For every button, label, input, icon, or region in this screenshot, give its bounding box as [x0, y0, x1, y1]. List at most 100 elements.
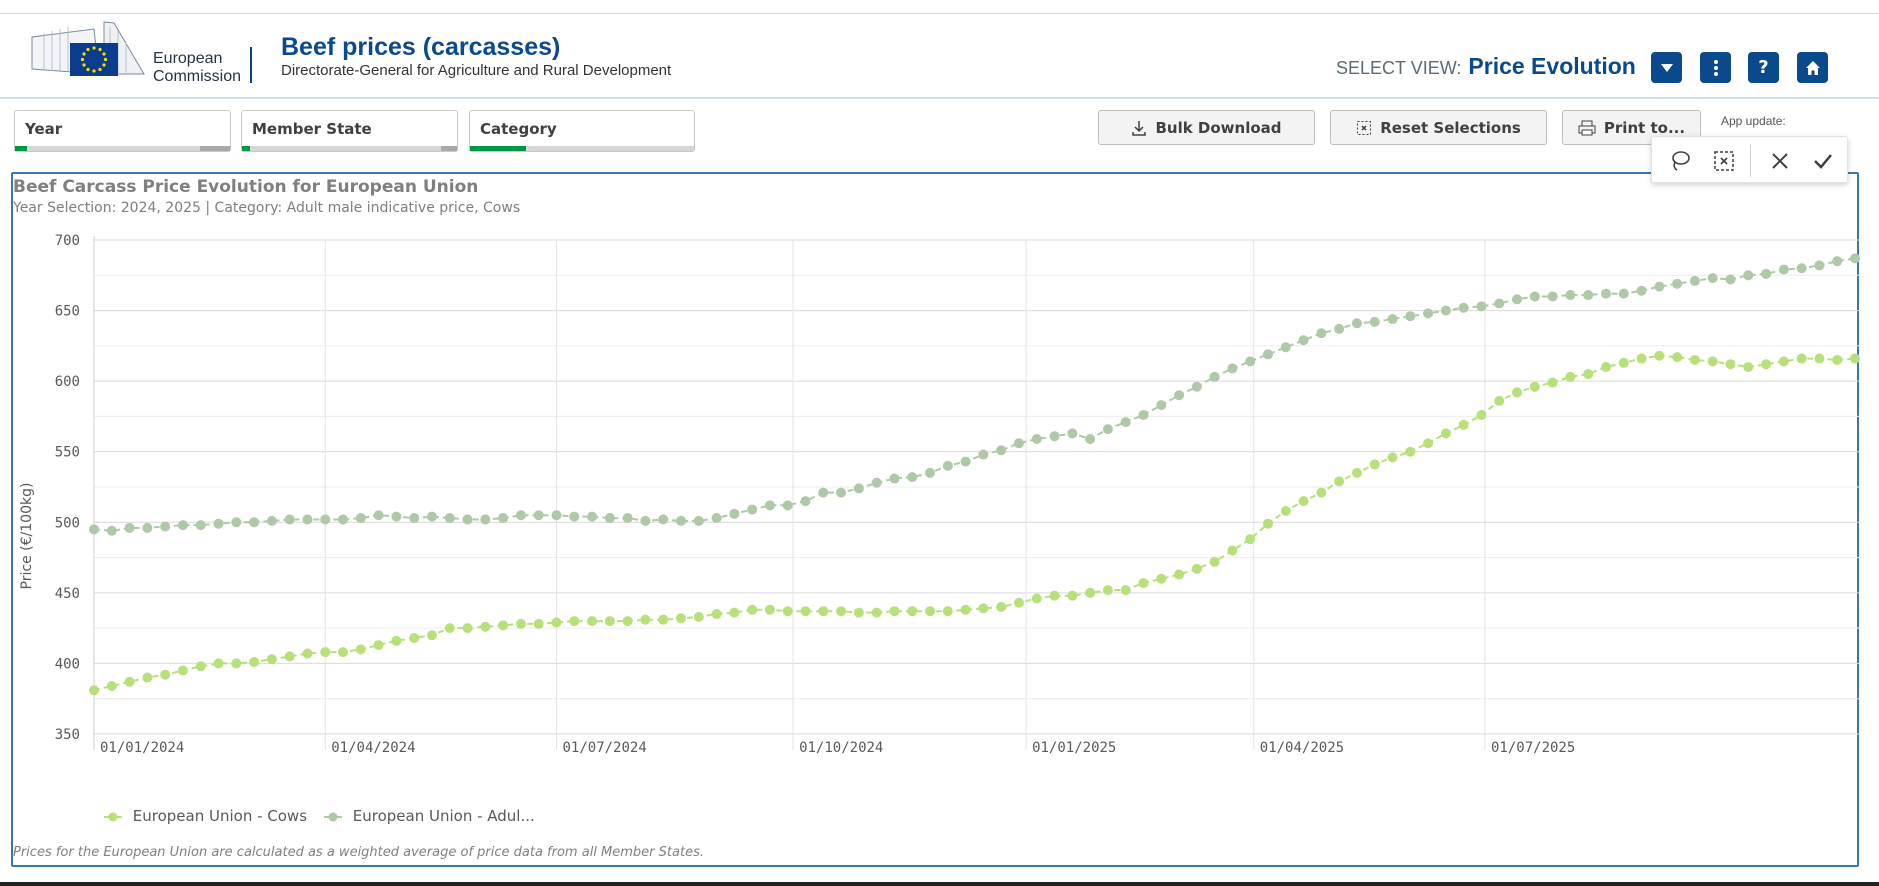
data-point[interactable]	[320, 514, 331, 525]
data-point[interactable]	[1636, 353, 1647, 364]
data-point[interactable]	[747, 504, 758, 515]
data-point[interactable]	[1494, 395, 1505, 406]
data-point[interactable]	[231, 517, 242, 528]
data-point[interactable]	[1672, 278, 1683, 289]
data-point[interactable]	[1174, 390, 1185, 401]
data-point[interactable]	[426, 511, 437, 522]
data-point[interactable]	[1280, 342, 1291, 353]
data-point[interactable]	[1138, 410, 1149, 421]
data-point[interactable]	[1191, 381, 1202, 392]
data-point[interactable]	[1725, 359, 1736, 370]
data-point[interactable]	[533, 510, 544, 521]
data-point[interactable]	[676, 515, 686, 526]
data-point[interactable]	[160, 521, 171, 532]
data-point[interactable]	[1778, 264, 1789, 275]
data-point[interactable]	[195, 661, 206, 672]
data-point[interactable]	[1512, 387, 1523, 398]
data-point[interactable]	[764, 604, 775, 615]
data-point[interactable]	[818, 606, 829, 617]
data-point[interactable]	[355, 513, 366, 524]
bulk-download-button[interactable]: Bulk Download	[1098, 110, 1315, 145]
data-point[interactable]	[1600, 362, 1611, 373]
data-point[interactable]	[142, 522, 153, 533]
data-point[interactable]	[515, 510, 526, 521]
data-point[interactable]	[338, 647, 349, 658]
data-point[interactable]	[338, 514, 349, 525]
data-point[interactable]	[1316, 487, 1327, 498]
data-point[interactable]	[1832, 256, 1843, 267]
data-point[interactable]	[1263, 349, 1273, 360]
data-point[interactable]	[1174, 569, 1185, 580]
data-point[interactable]	[1583, 290, 1594, 301]
data-point[interactable]	[284, 514, 295, 525]
data-point[interactable]	[800, 496, 811, 507]
data-point[interactable]	[320, 647, 331, 658]
data-point[interactable]	[622, 616, 633, 627]
view-dropdown-button[interactable]	[1651, 52, 1682, 83]
data-point[interactable]	[889, 606, 900, 617]
data-point[interactable]	[302, 648, 313, 659]
data-point[interactable]	[711, 609, 722, 620]
data-point[interactable]	[1085, 434, 1096, 445]
cancel-selection-button[interactable]	[1766, 147, 1794, 175]
data-point[interactable]	[249, 517, 260, 528]
data-point[interactable]	[1547, 377, 1558, 388]
data-point[interactable]	[1209, 371, 1220, 382]
confirm-selection-button[interactable]	[1809, 147, 1837, 175]
data-point[interactable]	[160, 669, 171, 680]
data-point[interactable]	[1636, 285, 1647, 296]
data-point[interactable]	[1814, 260, 1825, 271]
data-point[interactable]	[1743, 270, 1754, 281]
data-point[interactable]	[284, 651, 295, 662]
data-point[interactable]	[551, 617, 562, 628]
data-point[interactable]	[391, 635, 402, 646]
data-point[interactable]	[124, 676, 135, 687]
data-point[interactable]	[1707, 356, 1718, 367]
data-point[interactable]	[569, 511, 580, 522]
legend-item-cows[interactable]: European Union - Cows	[104, 807, 307, 825]
data-point[interactable]	[1351, 467, 1362, 478]
data-point[interactable]	[1191, 563, 1202, 574]
data-point[interactable]	[1529, 381, 1540, 392]
data-point[interactable]	[1725, 274, 1736, 285]
data-point[interactable]	[1227, 363, 1238, 374]
data-point[interactable]	[1583, 369, 1594, 380]
data-point[interactable]	[213, 658, 224, 669]
data-point[interactable]	[764, 500, 775, 511]
data-point[interactable]	[1565, 290, 1576, 301]
data-point[interactable]	[462, 623, 473, 634]
data-point[interactable]	[1351, 318, 1362, 329]
data-point[interactable]	[1316, 328, 1327, 339]
data-point[interactable]	[658, 514, 669, 525]
data-point[interactable]	[1618, 288, 1629, 299]
data-point[interactable]	[1494, 298, 1505, 309]
data-point[interactable]	[462, 514, 473, 525]
data-point[interactable]	[1369, 459, 1380, 470]
data-point[interactable]	[1280, 505, 1291, 516]
data-point[interactable]	[871, 477, 882, 488]
data-point[interactable]	[1387, 452, 1398, 463]
data-point[interactable]	[177, 665, 188, 676]
filter-category[interactable]: Category	[469, 110, 695, 152]
data-point[interactable]	[498, 620, 509, 631]
data-point[interactable]	[1850, 353, 1860, 364]
clear-selection-button[interactable]	[1710, 147, 1738, 175]
data-point[interactable]	[604, 513, 615, 524]
data-point[interactable]	[142, 672, 153, 683]
data-point[interactable]	[1476, 301, 1487, 312]
data-point[interactable]	[249, 657, 260, 668]
data-point[interactable]	[89, 685, 99, 696]
data-point[interactable]	[960, 604, 971, 615]
data-point[interactable]	[1654, 281, 1665, 292]
data-point[interactable]	[1529, 291, 1540, 302]
data-point[interactable]	[658, 614, 669, 625]
data-point[interactable]	[1120, 585, 1131, 596]
data-point[interactable]	[444, 623, 455, 634]
data-point[interactable]	[1156, 400, 1167, 411]
data-point[interactable]	[373, 640, 384, 651]
data-point[interactable]	[1689, 275, 1700, 286]
data-point[interactable]	[409, 633, 420, 644]
data-point[interactable]	[711, 513, 722, 524]
filter-member-state[interactable]: Member State	[241, 110, 458, 152]
data-point[interactable]	[391, 511, 402, 522]
